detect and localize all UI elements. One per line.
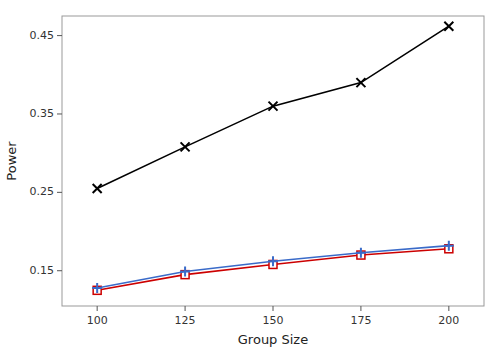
x-tick-label: 150 — [263, 314, 284, 327]
plot-background — [62, 16, 484, 306]
y-axis-label: Power — [4, 141, 19, 181]
y-tick — [57, 35, 62, 36]
point-marker — [268, 256, 278, 266]
x-tick-label: 100 — [87, 314, 108, 327]
y-tick — [57, 192, 62, 193]
point-marker — [181, 142, 190, 151]
plot-area — [92, 22, 454, 295]
x-axis-label: Group Size — [238, 332, 308, 347]
series-line — [97, 246, 449, 288]
point-marker — [92, 283, 102, 293]
y-tick-label: 0.45 — [30, 29, 55, 42]
x-tick-label: 175 — [350, 314, 371, 327]
y-tick — [57, 270, 62, 271]
series-line — [97, 26, 449, 188]
x-tick — [97, 306, 98, 311]
x-tick-label: 125 — [175, 314, 196, 327]
x-tick-label: 200 — [438, 314, 459, 327]
y-tick-label: 0.35 — [30, 107, 55, 120]
point-marker — [356, 78, 365, 87]
chart-container: 0.15 0.25 0.35 0.45 100 125 150 175 200 Group Siz… — [0, 0, 500, 354]
series-line — [97, 249, 449, 291]
x-tick — [273, 306, 274, 311]
point-marker — [444, 22, 453, 31]
x-tick — [185, 306, 186, 311]
point-marker — [356, 248, 366, 258]
point-marker — [93, 184, 102, 193]
y-tick — [57, 113, 62, 114]
x-tick — [448, 306, 449, 311]
y-tick-label: 0.15 — [30, 264, 55, 277]
point-marker — [269, 102, 278, 111]
point-marker — [444, 241, 454, 251]
plot-frame — [62, 16, 484, 306]
point-marker — [180, 267, 190, 277]
chart: 0.15 0.25 0.35 0.45 100 125 150 175 200 Group Siz… — [0, 0, 500, 354]
x-tick — [360, 306, 361, 311]
y-tick-label: 0.25 — [30, 185, 55, 198]
